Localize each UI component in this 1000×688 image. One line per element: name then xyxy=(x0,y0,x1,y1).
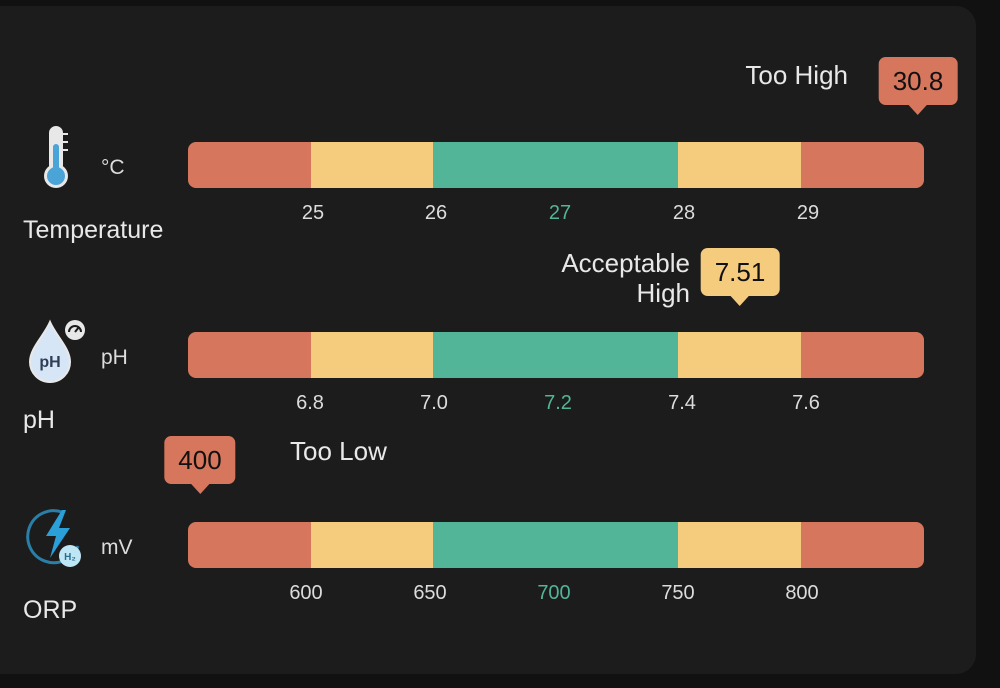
status-label-line: Acceptable xyxy=(561,248,690,278)
tick-label: 29 xyxy=(796,202,820,224)
status-label: Acceptable High xyxy=(520,248,690,308)
value-badge: 30.8 xyxy=(878,57,958,115)
sensor-name: Temperature xyxy=(23,216,164,244)
value-badge: 400 xyxy=(164,436,236,494)
sensor-row-ph: Acceptable High 7.51 pH pH pH 6.8 7.0 7.… xyxy=(0,240,976,434)
tick-label: 750 xyxy=(661,582,695,604)
orp-lightning-icon: H₂ xyxy=(26,509,81,567)
sensor-row-temperature: Too High 30.8 °C Temperature 25 26 27 28… xyxy=(0,50,976,244)
tick-label: 7.6 xyxy=(792,392,820,414)
tick-label: 7.4 xyxy=(668,392,696,414)
value-badge: 7.51 xyxy=(700,248,780,306)
status-label: Too High xyxy=(745,60,848,90)
sensor-name: pH xyxy=(23,406,55,434)
range-segment-acceptable-high xyxy=(678,522,801,568)
range-bar xyxy=(188,142,924,188)
svg-text:H₂: H₂ xyxy=(64,552,76,563)
tick-label: 25 xyxy=(301,202,325,224)
range-segment-too-high xyxy=(801,332,924,378)
tick-label-target: 700 xyxy=(537,582,571,604)
status-label-line: High xyxy=(636,278,690,308)
tick-label: 28 xyxy=(672,202,696,224)
range-bar xyxy=(188,332,924,378)
range-segment-acceptable-low xyxy=(311,332,433,378)
tick-label-target: 27 xyxy=(548,202,572,224)
range-segment-acceptable-high xyxy=(678,142,801,188)
range-segment-too-high xyxy=(801,522,924,568)
range-segment-acceptable-high xyxy=(678,332,801,378)
range-bar xyxy=(188,522,924,568)
thermometer-icon xyxy=(44,126,68,188)
ph-drop-icon: pH xyxy=(28,319,85,383)
range-segment-too-low xyxy=(188,522,311,568)
tick-label: 26 xyxy=(424,202,448,224)
unit-label: pH xyxy=(101,346,128,369)
tick-label: 800 xyxy=(785,582,819,604)
range-segment-acceptable-low xyxy=(311,522,433,568)
range-segment-ideal xyxy=(433,332,678,378)
range-segment-too-low xyxy=(188,332,311,378)
unit-label: mV xyxy=(101,536,133,559)
svg-text:pH: pH xyxy=(39,354,60,371)
tick-label: 7.0 xyxy=(420,392,448,414)
tick-label-target: 7.2 xyxy=(544,392,572,414)
range-segment-ideal xyxy=(433,522,678,568)
tick-label: 6.8 xyxy=(296,392,324,414)
water-quality-card: Too High 30.8 °C Temperature 25 26 27 28… xyxy=(0,6,976,674)
tick-label: 600 xyxy=(289,582,323,604)
range-segment-too-high xyxy=(801,142,924,188)
sensor-row-orp: Too Low 400 H₂ mV ORP 600 650 700 750 80… xyxy=(0,430,976,624)
status-label: Too Low xyxy=(290,436,387,466)
range-segment-ideal xyxy=(433,142,678,188)
unit-label: °C xyxy=(101,156,125,179)
range-segment-acceptable-low xyxy=(311,142,433,188)
sensor-name: ORP xyxy=(23,596,78,624)
range-segment-too-low xyxy=(188,142,311,188)
tick-label: 650 xyxy=(413,582,447,604)
